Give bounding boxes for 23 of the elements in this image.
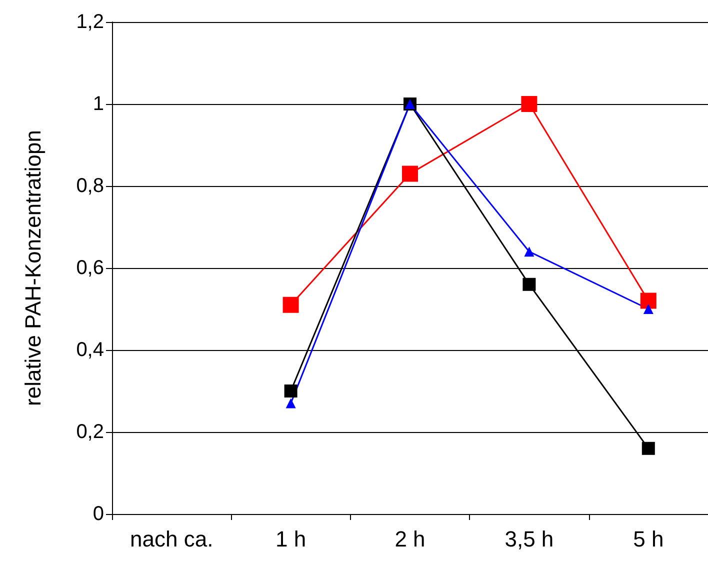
point [521, 96, 538, 112]
point [643, 304, 654, 314]
x-tick-label: 3,5 h [504, 526, 554, 552]
x-tick-label: 1 h [276, 526, 306, 552]
x-tick-label: 5 h [633, 526, 664, 552]
point [524, 246, 534, 257]
y-tick-label: 0,6 [76, 257, 104, 279]
x-tick-label: nach ca. [130, 526, 214, 552]
y-tick-label: 0,4 [76, 339, 104, 361]
point [282, 296, 299, 313]
y-tick-label: 0,8 [76, 175, 104, 197]
point [522, 278, 536, 291]
y-tick-label: 1,2 [76, 11, 104, 33]
y-axis-title: relative PAH-Konzentratiopn [20, 130, 46, 406]
point [640, 292, 656, 309]
point [402, 166, 418, 182]
y-tick-label: 0,2 [76, 421, 104, 443]
x-tick-label: 2 h [394, 526, 426, 552]
point [286, 398, 296, 408]
y-tick-label: 0 [92, 503, 104, 525]
y-tick-label: 1 [92, 93, 104, 115]
point [284, 384, 298, 398]
point [642, 442, 655, 455]
